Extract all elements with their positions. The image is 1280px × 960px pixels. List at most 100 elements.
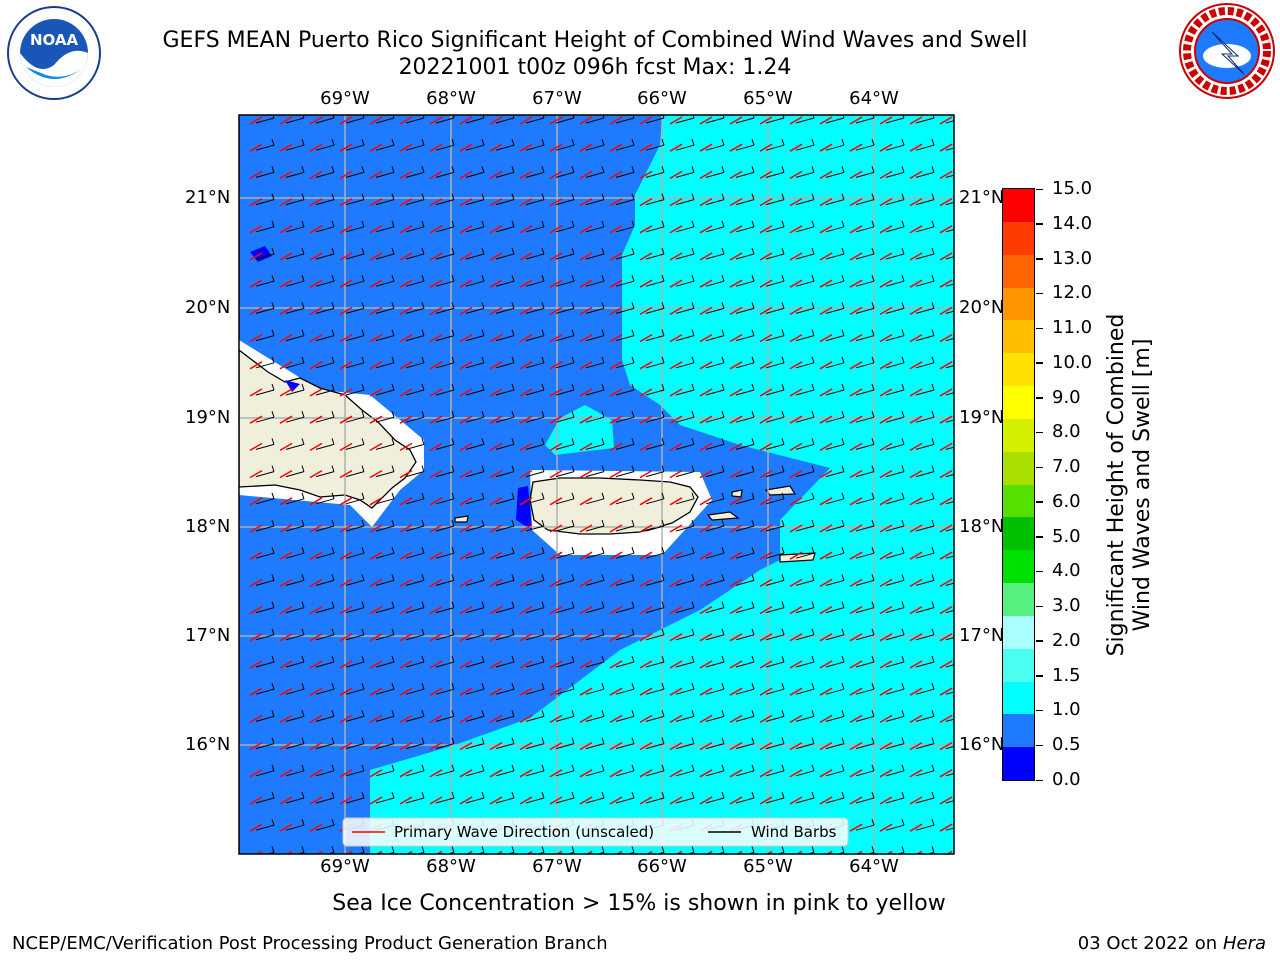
- wind-barb-flag: [301, 247, 305, 255]
- wind-barb: [945, 555, 954, 559]
- wind-barb: [495, 389, 515, 396]
- wind-barb-flag: [931, 764, 935, 771]
- wave-arrow: [399, 497, 413, 506]
- wind-barb-flag: [661, 275, 665, 282]
- wind-barb-flag: [931, 683, 935, 690]
- wind-barb: [855, 770, 875, 777]
- wind-barb: [705, 525, 725, 532]
- wind-barb: [705, 715, 725, 722]
- wave-arrow: [759, 197, 773, 207]
- wave-arrow: [819, 660, 833, 669]
- wind-barb: [825, 634, 845, 641]
- wave-arrow: [879, 442, 893, 452]
- wind-barb-flag: [871, 465, 875, 472]
- wind-barb: [375, 498, 395, 505]
- wind-barb: [795, 552, 815, 559]
- wind-barb: [765, 579, 785, 586]
- wave-arrow: [699, 741, 713, 751]
- wave-arrow: [609, 578, 623, 588]
- wind-barb: [945, 501, 954, 505]
- wind-barb-flag: [661, 302, 665, 309]
- wave-arrow: [369, 660, 383, 669]
- wave-arrow: [429, 116, 443, 125]
- wind-barb-flag: [841, 139, 845, 146]
- wind-barb-flag: [421, 655, 425, 663]
- wind-barb: [495, 715, 515, 722]
- wind-barb-flag: [301, 438, 305, 445]
- wind-barb-flag: [691, 139, 695, 146]
- wave-arrow: [249, 388, 263, 397]
- wind-barb-flag: [361, 764, 365, 771]
- wind-barb-flag: [691, 329, 695, 336]
- wave-arrow: [609, 361, 623, 370]
- colorbar-segment: [1003, 386, 1034, 419]
- wind-barb: [735, 471, 755, 478]
- wind-barb: [675, 199, 695, 206]
- wind-barb-flag: [481, 519, 485, 527]
- wind-barb: [735, 307, 755, 314]
- wind-barb: [255, 743, 275, 750]
- wind-barb: [405, 389, 425, 396]
- wind-barb: [735, 743, 755, 750]
- wind-barb-flag: [661, 737, 665, 744]
- wind-barb-flag: [571, 846, 575, 853]
- wind-barb: [915, 743, 935, 750]
- wind-barb-flag: [962, 792, 964, 798]
- wind-barb-flag: [631, 329, 635, 336]
- wind-barb-flag: [901, 465, 905, 472]
- wind-barb: [885, 199, 905, 206]
- wind-barb-flag: [631, 655, 635, 663]
- wind-barb-flag: [631, 846, 635, 853]
- wind-barb: [795, 715, 815, 722]
- wind-barb: [435, 498, 455, 505]
- wind-barb: [645, 117, 665, 124]
- wave-arrow: [249, 796, 263, 805]
- wind-barb-flag: [781, 574, 785, 581]
- wind-barb: [765, 634, 785, 641]
- wind-barb: [255, 171, 275, 178]
- wave-arrow: [369, 225, 383, 234]
- wave-arrow: [729, 687, 743, 696]
- wave-arrow: [489, 578, 503, 588]
- wave-arrow: [669, 741, 683, 751]
- wind-barb: [765, 144, 785, 151]
- wave-arrow: [609, 469, 623, 479]
- wave-arrow: [789, 442, 803, 452]
- wave-arrow: [339, 687, 353, 696]
- wind-barb: [345, 688, 365, 695]
- wind-barb: [315, 688, 335, 695]
- wind-barb: [945, 637, 954, 641]
- wind-barb: [675, 443, 695, 450]
- wind-barb-flag: [361, 547, 365, 554]
- wind-barb: [765, 552, 785, 559]
- wind-barb: [675, 389, 695, 396]
- wind-barb: [795, 117, 815, 124]
- wind-barb-flag: [632, 115, 635, 119]
- wind-barb-flag: [391, 438, 395, 445]
- wave-arrow: [699, 306, 713, 316]
- wind-barb-flag: [391, 710, 395, 717]
- wave-arrow: [316, 850, 323, 854]
- wind-barb-flag: [271, 819, 275, 826]
- wave-arrow: [819, 497, 833, 506]
- chart-title: GEFS MEAN Puerto Rico Significant Height…: [162, 28, 1028, 53]
- wave-arrow: [519, 279, 533, 288]
- wind-barb: [285, 770, 305, 777]
- wind-barb-flag: [391, 383, 395, 391]
- wind-barb-flag: [721, 411, 725, 418]
- wave-arrow: [429, 714, 443, 724]
- wind-barb: [675, 770, 695, 777]
- wave-arrow: [279, 633, 293, 642]
- wind-barb: [656, 851, 665, 854]
- wind-barb-flag: [421, 710, 425, 717]
- wave-arrow: [399, 306, 413, 316]
- wind-barb-flag: [962, 710, 964, 716]
- colorbar-segment: [1003, 583, 1034, 616]
- wave-arrow: [369, 361, 383, 370]
- wind-barb-flag: [361, 655, 365, 663]
- wind-barb: [555, 688, 575, 695]
- wind-barb: [795, 144, 815, 151]
- wind-barb-flag: [962, 819, 964, 825]
- wave-arrow: [639, 741, 653, 751]
- wave-arrow: [459, 252, 473, 261]
